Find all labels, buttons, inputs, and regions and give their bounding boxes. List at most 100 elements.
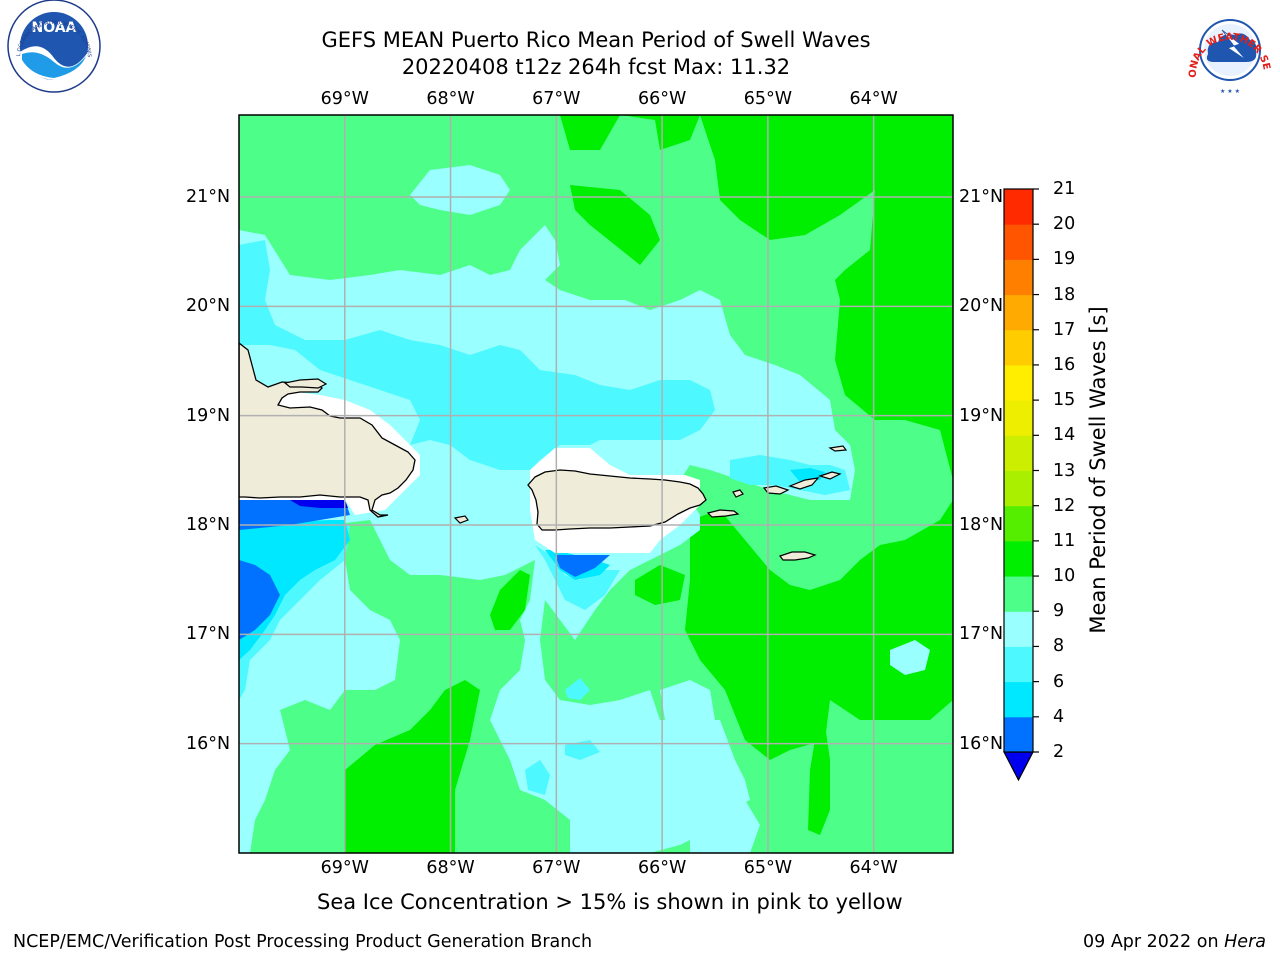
map-plot-area (239, 115, 953, 853)
lon-label-top: 68°W (426, 89, 475, 109)
lon-label-bottom: 69°W (320, 858, 369, 878)
contour-band-6-8-s4 (565, 740, 600, 760)
page-title: GEFS MEAN Puerto Rico Mean Period of Swe… (321, 28, 871, 52)
lon-label-bottom: 67°W (532, 858, 581, 878)
colorbar-tick-label: 21 (1053, 179, 1076, 199)
contour-band-10-11-se (685, 500, 953, 760)
map-gridlines (239, 115, 953, 853)
colorbar-tick-label: 2 (1053, 742, 1065, 762)
contour-band-6-8-west (239, 240, 715, 470)
colorbar-segment (1004, 259, 1033, 296)
colorbar-segment (1004, 329, 1033, 366)
contour-band-10-11-s4 (808, 725, 830, 835)
colorbar-tick-label: 14 (1053, 425, 1076, 446)
lon-label-bottom: 68°W (426, 858, 475, 878)
footer-host: Hera (1224, 932, 1266, 952)
colorbar-tick-label: 12 (1053, 495, 1076, 516)
land-anegada (828, 445, 848, 452)
colorbar-segment (1004, 681, 1033, 718)
contour-band-6-8-s2 (525, 760, 550, 795)
land-st-croix (779, 551, 817, 561)
contour-band-10-11-ne (560, 115, 953, 480)
contour-band-6-8-s (535, 545, 620, 610)
lat-label-right: 18°N (959, 515, 1004, 535)
contour-band-10-11-s2 (635, 565, 685, 605)
colorbar-tick-label: 20 (1053, 214, 1076, 235)
lon-label-top: 64°W (849, 89, 898, 109)
lon-label-bottom: 65°W (743, 858, 793, 878)
colorbar-tick-label: 8 (1053, 636, 1065, 657)
colorbar-tick-label: 18 (1053, 284, 1076, 305)
contour-band-10-11-sw (345, 680, 480, 853)
land-vieques (706, 509, 740, 518)
lat-label-left: 18°N (186, 515, 231, 535)
colorbar-tick-label: 4 (1053, 706, 1065, 727)
colorbar-tick-label: 11 (1053, 530, 1076, 551)
lon-label-top: 66°W (637, 89, 687, 109)
colorbar-segment (1004, 400, 1033, 436)
lat-label-right: 20°N (959, 296, 1004, 317)
lon-label-bottom: 66°W (637, 858, 687, 878)
map-frame (238, 114, 954, 854)
colorbar-label: Mean Period of Swell Waves [s] (1086, 306, 1110, 634)
colorbar-segment (1004, 294, 1033, 331)
contour-band-10-11-s (490, 570, 530, 630)
contour-band-6-8-s3 (565, 678, 590, 700)
lon-label-bottom: 64°W (849, 858, 898, 878)
land-st-john-bvi (788, 477, 820, 490)
noaa-logo-icon: NOAA NATIONAL OCEANIC AND ATMOSPHERIC AD… (0, 0, 101, 93)
colorbar-tick-label: 10 (1053, 566, 1076, 587)
lat-label-left: 19°N (186, 405, 231, 426)
sea-ice-caption-text: Sea Ice Concentration > 15% is shown in … (317, 890, 903, 914)
colorbar-tick-label: 17 (1053, 319, 1076, 340)
contour-band-10-11-center (570, 185, 660, 265)
lat-label-left: 17°N (186, 624, 231, 645)
colorbar-segment (1004, 716, 1033, 753)
contour-band-4-6-sw (239, 520, 350, 660)
lon-label-top: 69°W (320, 89, 369, 109)
lat-label-right: 17°N (959, 624, 1004, 645)
colorbar-tick-label: 9 (1053, 601, 1065, 622)
colorbar-tick-label: 16 (1053, 354, 1076, 375)
contour-band-8-9-n (410, 165, 510, 215)
colorbar-tick-label: 13 (1053, 460, 1076, 481)
lat-label-left: 16°N (186, 733, 231, 754)
noaa-logo-text: NOAA (32, 20, 77, 36)
colorbar-tick-label: 19 (1053, 249, 1076, 270)
footer-date: 09 Apr 2022 on Hera (1083, 932, 1266, 952)
land-tortola (818, 471, 842, 480)
page-subtitle: 20220408 t12z 264h fcst Max: 11.32 (401, 55, 791, 79)
contour-band-8-9-e (890, 640, 930, 675)
contour-band-8-9-se (690, 800, 760, 853)
land-gonave (283, 378, 328, 389)
colorbar-tick-label: 15 (1053, 390, 1076, 411)
colorbar-segment (1004, 364, 1033, 401)
colorbar-extend-min (1003, 751, 1034, 782)
colorbar-segment (1004, 611, 1033, 647)
colorbar (1003, 188, 1039, 782)
contour-band-lt2-sw (290, 500, 348, 508)
contour-band-10-11-e (905, 520, 953, 560)
contour-band-2-4-s (555, 555, 610, 577)
contour-band-2-4-sw2 (239, 560, 280, 640)
colorbar-segment (1004, 576, 1033, 612)
colorbar-segment (1004, 540, 1033, 577)
contour-band-8-9-s (660, 680, 715, 725)
land-saona (453, 515, 469, 524)
lat-label-right: 16°N (959, 733, 1004, 754)
colorbar-segment (1004, 189, 1033, 225)
lat-label-left: 21°N (186, 187, 231, 207)
lat-label-right: 21°N (959, 187, 1004, 207)
lat-label-right: 19°N (959, 405, 1004, 426)
colorbar-tick-label: 6 (1053, 671, 1065, 692)
contour-band-6-8-east (730, 455, 850, 495)
footer-date-text: 09 Apr 2022 on (1082, 932, 1219, 952)
colorbar-segment (1004, 435, 1033, 471)
lon-label-top: 65°W (743, 89, 793, 109)
colorbar-segment (1004, 470, 1033, 507)
footer-credit: NCEP/EMC/Verification Post Processing Pr… (13, 932, 593, 952)
sea-ice-caption: Sea Ice Concentration > 15% is shown in … (238, 890, 1200, 914)
colorbar-segment (1004, 224, 1033, 260)
svg-text:★ ★ ★: ★ ★ ★ (1220, 88, 1240, 95)
